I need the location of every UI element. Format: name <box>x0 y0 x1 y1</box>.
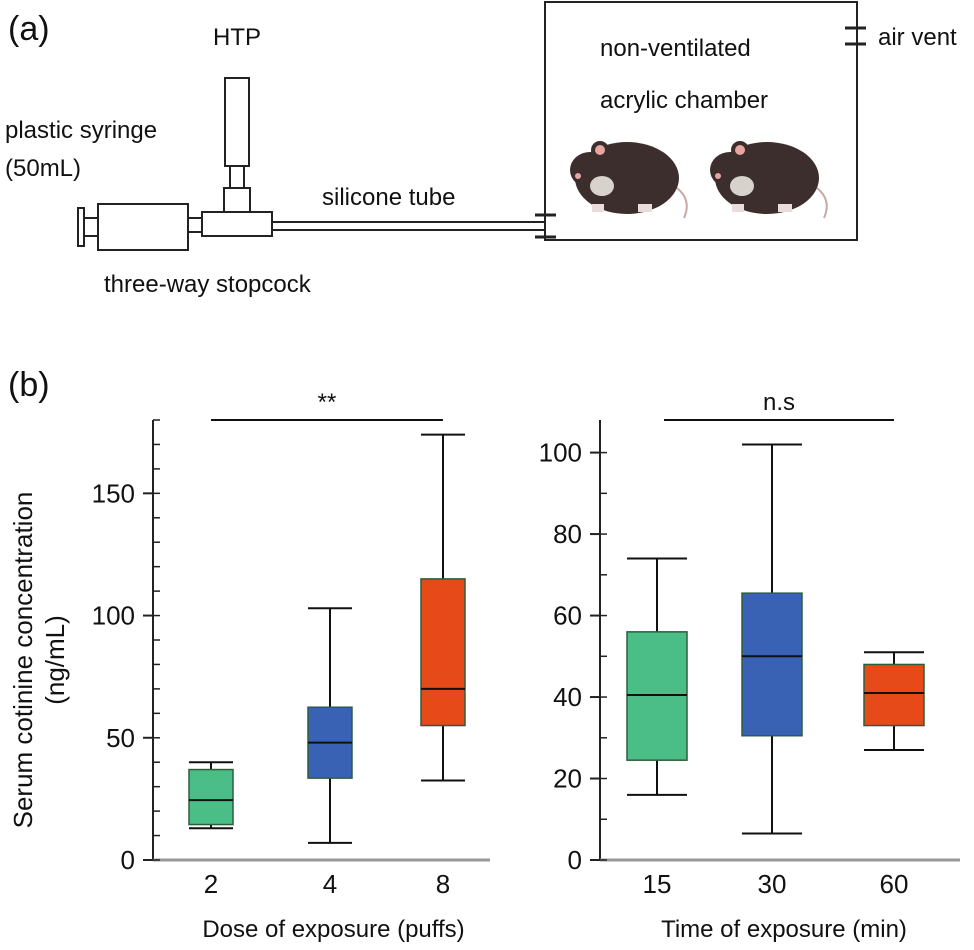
syringe-volume-label: (50mL) <box>5 155 81 182</box>
syringe-label: plastic syringe <box>5 117 157 144</box>
x-tick-label: 2 <box>204 869 218 899</box>
x-tick-label: 4 <box>323 869 337 899</box>
air-vent-label: air vent <box>878 24 957 51</box>
y-tick-label: 40 <box>553 682 582 712</box>
x-axis-title: Time of exposure (min) <box>661 916 907 943</box>
silicone-tube <box>272 213 556 239</box>
air-vent <box>845 26 866 46</box>
y-tick-label: 0 <box>568 845 582 875</box>
chamber-label-line1: non-ventilated <box>600 35 751 62</box>
box-2 <box>188 768 234 826</box>
x-tick-label: 30 <box>758 869 787 899</box>
y-tick-label: 60 <box>553 601 582 631</box>
panel-a: (a) HTP plastic syringe (50mL) three-way… <box>5 1 957 298</box>
box-8 <box>420 578 466 727</box>
y-tick-label: 150 <box>92 478 135 508</box>
significance-label: n.s <box>763 389 795 416</box>
y-tick-label: 100 <box>92 601 135 631</box>
mouse-icon <box>570 141 688 219</box>
panel-b: (b) Serum cotinine concentration (ng/mL)… <box>8 366 960 943</box>
chamber-label-line2: acrylic chamber <box>600 87 768 114</box>
stopcock-label: three-way stopcock <box>104 271 312 298</box>
dose-box-chart: 0 50 100 150 2 4 8 ** Dose of exposure (puffs) <box>92 389 490 943</box>
htp-device <box>224 77 250 189</box>
x-tick-label: 15 <box>643 869 672 899</box>
plastic-syringe <box>77 203 203 251</box>
htp-label: HTP <box>213 24 261 51</box>
box-60 <box>863 663 925 727</box>
x-tick-label: 8 <box>436 869 450 899</box>
panel-a-label: (a) <box>8 10 50 48</box>
time-box-chart: 0 20 40 60 80 100 15 30 60 n.s Time of exposure (m… <box>539 389 960 943</box>
y-axis-title-line1: Serum cotinine concentration <box>8 492 38 829</box>
y-tick-label: 20 <box>553 764 582 794</box>
y-axis-title: Serum cotinine concentration (ng/mL) <box>8 492 70 829</box>
x-tick-label: 60 <box>880 869 909 899</box>
y-axis-title-line2: (ng/mL) <box>40 615 70 705</box>
y-tick-label: 0 <box>121 845 135 875</box>
box-30 <box>741 592 803 737</box>
y-tick-label: 100 <box>539 438 582 468</box>
tube-label: silicone tube <box>322 184 455 211</box>
acrylic-chamber <box>544 1 858 241</box>
panel-b-label: (b) <box>8 366 50 404</box>
y-tick-label: 50 <box>106 723 135 753</box>
significance-label: ** <box>318 389 337 416</box>
box-15 <box>626 631 688 761</box>
mouse-icon <box>710 141 828 219</box>
y-tick-label: 80 <box>553 519 582 549</box>
x-axis-title: Dose of exposure (puffs) <box>202 916 464 943</box>
three-way-stopcock <box>201 187 273 237</box>
